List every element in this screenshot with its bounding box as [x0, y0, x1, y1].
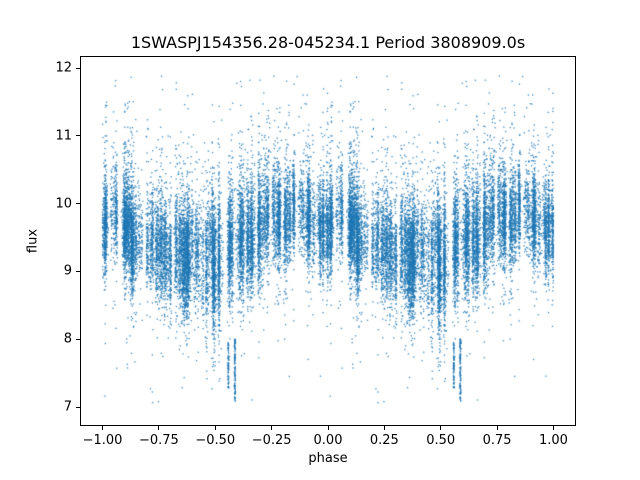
- x-tick-mark: [214, 426, 216, 430]
- x-tick-label: −0.75: [138, 433, 179, 448]
- y-tick-label: 8: [63, 331, 72, 347]
- y-tick-label: 11: [55, 128, 72, 144]
- y-tick-mark: [76, 67, 80, 69]
- x-tick-label: −0.25: [251, 433, 292, 448]
- x-tick-label: −0.50: [195, 433, 236, 448]
- y-tick-label: 9: [63, 263, 72, 279]
- x-tick-label: 0.25: [369, 433, 399, 448]
- x-tick-label: −1.00: [82, 433, 123, 448]
- x-tick-mark: [158, 426, 160, 430]
- x-tick-mark: [496, 426, 498, 430]
- y-tick-mark: [76, 270, 80, 272]
- chart-title: 1SWASPJ154356.28-045234.1 Period 3808909…: [130, 33, 526, 52]
- y-tick-label: 10: [55, 196, 72, 212]
- x-tick-mark: [552, 426, 554, 430]
- y-axis-label: flux: [25, 228, 41, 254]
- x-tick-label: 1.00: [538, 433, 568, 448]
- x-tick-label: 0.75: [482, 433, 512, 448]
- x-tick-label: 0.00: [313, 433, 343, 448]
- scatter-canvas: [80, 56, 576, 426]
- x-tick-mark: [271, 426, 273, 430]
- plot-area: [80, 56, 576, 426]
- x-tick-label: 0.50: [426, 433, 456, 448]
- y-tick-mark: [76, 203, 80, 205]
- y-tick-mark: [76, 338, 80, 340]
- x-tick-mark: [440, 426, 442, 430]
- y-tick-label: 12: [55, 60, 72, 76]
- y-tick-label: 7: [63, 399, 72, 415]
- x-tick-mark: [327, 426, 329, 430]
- x-tick-mark: [102, 426, 104, 430]
- y-tick-mark: [76, 406, 80, 408]
- x-tick-mark: [383, 426, 385, 430]
- x-axis-label: phase: [308, 451, 348, 466]
- y-tick-mark: [76, 135, 80, 137]
